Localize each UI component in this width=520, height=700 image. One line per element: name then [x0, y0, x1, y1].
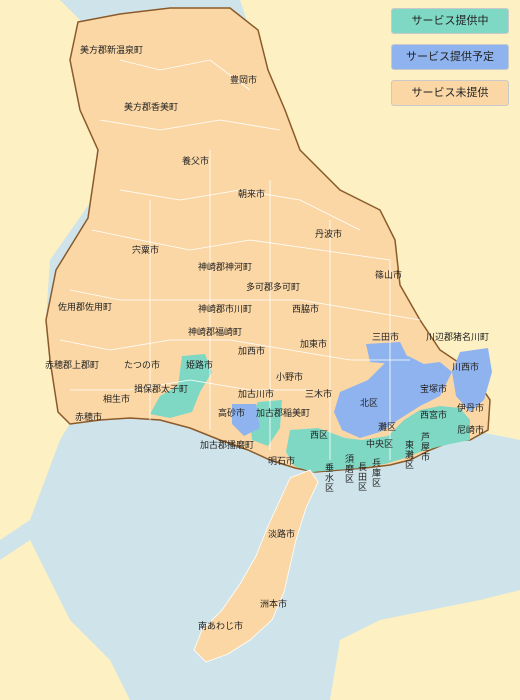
label-mikata-kami[interactable]: 美方郡香美町: [124, 103, 179, 113]
label-tamba[interactable]: 丹波市: [315, 230, 343, 240]
label-harima[interactable]: 加古郡播磨町: [200, 441, 255, 451]
label-kasai[interactable]: 加西市: [238, 347, 266, 357]
label-kamikawa[interactable]: 神崎郡神河町: [198, 263, 253, 273]
label-takarazuka[interactable]: 宝塚市: [420, 385, 448, 395]
label-toyooka[interactable]: 豊岡市: [230, 76, 258, 86]
provided-area-kobe-west: [286, 406, 470, 472]
label-awaji[interactable]: 淡路市: [268, 530, 296, 540]
label-ichikawa[interactable]: 神崎郡市川町: [198, 305, 253, 315]
label-taishi[interactable]: 揖保郡太子町: [134, 385, 189, 395]
label-tarumi[interactable]: 垂水区: [325, 464, 335, 494]
planned-area-kawanishi: [452, 348, 492, 412]
label-taka[interactable]: 多可郡多可町: [246, 283, 301, 293]
label-chuo[interactable]: 中央区: [366, 440, 394, 450]
label-higashinada[interactable]: 東灘区: [405, 441, 415, 471]
outside-land-southeast: [330, 590, 520, 700]
label-miki[interactable]: 三木市: [305, 390, 333, 400]
label-ashiya[interactable]: 芦屋市: [421, 433, 431, 463]
label-suma[interactable]: 須磨区: [345, 455, 355, 485]
label-inagawa[interactable]: 川辺郡猪名川町: [426, 333, 490, 343]
label-hyogo[interactable]: 兵庫区: [372, 459, 382, 489]
outside-land-southwest: [0, 540, 130, 700]
label-aioi[interactable]: 相生市: [103, 395, 131, 405]
label-akashi[interactable]: 明石市: [268, 457, 296, 467]
label-kamigori[interactable]: 赤穂郡上郡町: [45, 361, 100, 371]
planned-area-sanda: [366, 342, 408, 364]
label-kawanishi[interactable]: 川西市: [452, 363, 480, 373]
label-sumoto[interactable]: 洲本市: [260, 600, 288, 610]
label-himeji[interactable]: 姫路市: [186, 361, 214, 371]
planned-area-takasago: [232, 404, 260, 436]
label-nishiwaki[interactable]: 西脇市: [292, 305, 320, 315]
label-mikata-onsen[interactable]: 美方郡新温泉町: [80, 46, 144, 56]
label-nada[interactable]: 灘区: [378, 423, 397, 433]
label-inami[interactable]: 加古郡稲美町: [256, 409, 311, 419]
label-kato[interactable]: 加東市: [300, 340, 328, 350]
label-fukusaki[interactable]: 神崎郡福崎町: [188, 328, 243, 338]
label-nishinomiya[interactable]: 西宮市: [420, 411, 448, 421]
legend-provided: サービス提供中: [391, 8, 509, 34]
label-sayo[interactable]: 佐用郡佐用町: [58, 303, 113, 313]
label-kita[interactable]: 北区: [360, 399, 379, 409]
planned-area-kita: [334, 356, 452, 438]
label-minamiawaji[interactable]: 南あわじ市: [198, 622, 244, 632]
label-sasayama[interactable]: 篠山市: [375, 271, 403, 281]
awaji-island: [193, 469, 319, 663]
provided-area-kakogawa: [250, 400, 282, 446]
label-shiso[interactable]: 宍粟市: [132, 246, 160, 256]
label-sanda[interactable]: 三田市: [372, 333, 400, 343]
legend-unprovided: サービス未提供: [391, 80, 509, 106]
label-nishi[interactable]: 西区: [310, 431, 329, 441]
label-takasago[interactable]: 高砂市: [218, 409, 246, 419]
label-nagata[interactable]: 長田区: [358, 463, 368, 493]
label-amagasaki[interactable]: 尼崎市: [457, 426, 485, 436]
municipal-borders: [59, 59, 421, 460]
label-ono[interactable]: 小野市: [276, 373, 304, 383]
label-itami[interactable]: 伊丹市: [457, 404, 485, 414]
label-ako[interactable]: 赤穂市: [75, 413, 103, 423]
label-yabu[interactable]: 養父市: [182, 157, 210, 167]
legend-planned: サービス提供予定: [391, 44, 509, 70]
label-kakogawa[interactable]: 加古川市: [238, 390, 275, 400]
label-asago[interactable]: 朝来市: [238, 190, 266, 200]
outside-land-west: [0, 0, 100, 540]
provided-area-himeji: [150, 354, 212, 418]
label-tatsuno[interactable]: たつの市: [124, 361, 161, 371]
